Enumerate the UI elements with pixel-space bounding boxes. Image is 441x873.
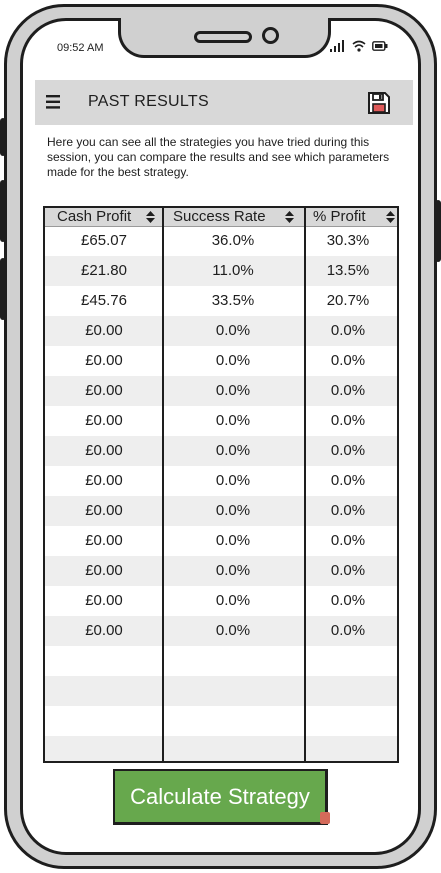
save-icon[interactable] — [367, 91, 391, 115]
success-rate-cell: 0.0% — [215, 502, 251, 519]
success-rate-cell: 11.0% — [212, 262, 254, 279]
table-row[interactable]: £0.00 0.0% 0.0% — [45, 526, 397, 556]
success-rate-cell: 0.0% — [215, 382, 251, 399]
success-rate-cell: 33.5% — [211, 292, 255, 309]
table-row[interactable]: £65.07 36.0% 30.3% — [45, 226, 397, 256]
table-row[interactable] — [45, 736, 397, 761]
cash-profit-cell: £21.80 — [81, 262, 127, 279]
column-divider — [304, 208, 306, 761]
percent-profit-cell: 20.7% — [326, 292, 370, 309]
sort-icon[interactable] — [386, 211, 395, 223]
side-button-right — [435, 200, 441, 262]
results-table: Cash Profit Success Rate % Profit £65.07… — [43, 206, 399, 763]
cash-profit-cell: £0.00 — [85, 382, 123, 399]
success-rate-cell: 0.0% — [215, 322, 251, 339]
cash-profit-cell: £0.00 — [85, 472, 123, 489]
page-description: Here you can see all the strategies you … — [47, 135, 390, 179]
status-icons — [330, 38, 388, 54]
percent-profit-cell: 0.0% — [330, 592, 366, 609]
cash-profit-cell: £65.07 — [81, 232, 127, 249]
percent-profit-cell: 0.0% — [330, 352, 366, 369]
speaker-icon — [194, 31, 252, 43]
percent-profit-cell: 0.0% — [330, 622, 366, 639]
table-row[interactable]: £0.00 0.0% 0.0% — [45, 586, 397, 616]
column-header-percent-profit[interactable]: % Profit — [313, 208, 366, 225]
page-title: PAST RESULTS — [88, 93, 209, 110]
percent-profit-cell: 0.0% — [330, 412, 366, 429]
app-header — [35, 80, 413, 125]
success-rate-cell: 0.0% — [215, 472, 251, 489]
wifi-icon — [352, 40, 366, 52]
battery-icon — [372, 41, 388, 51]
side-button-left-top — [0, 118, 6, 156]
success-rate-cell: 36.0% — [211, 232, 255, 249]
menu-icon[interactable] — [46, 95, 62, 109]
success-rate-cell: 0.0% — [215, 352, 251, 369]
cash-profit-cell: £0.00 — [85, 592, 123, 609]
table-row[interactable]: £0.00 0.0% 0.0% — [45, 316, 397, 346]
table-row[interactable]: £0.00 0.0% 0.0% — [45, 616, 397, 646]
calculate-strategy-button[interactable]: Calculate Strategy — [113, 769, 328, 825]
success-rate-cell: 0.0% — [215, 562, 251, 579]
success-rate-cell: 0.0% — [215, 592, 251, 609]
percent-profit-cell: 0.0% — [330, 472, 366, 489]
cash-profit-cell: £0.00 — [85, 502, 123, 519]
cash-profit-cell: £0.00 — [85, 322, 123, 339]
success-rate-cell: 0.0% — [215, 442, 251, 459]
cursor-marker — [320, 812, 330, 824]
table-row[interactable]: £0.00 0.0% 0.0% — [45, 496, 397, 526]
table-row[interactable]: £0.00 0.0% 0.0% — [45, 406, 397, 436]
table-row[interactable]: £0.00 0.0% 0.0% — [45, 466, 397, 496]
sort-icon[interactable] — [146, 211, 155, 223]
table-row[interactable]: £45.76 33.5% 20.7% — [45, 286, 397, 316]
success-rate-cell: 0.0% — [215, 622, 251, 639]
table-row[interactable] — [45, 676, 397, 706]
cash-profit-cell: £0.00 — [85, 622, 123, 639]
table-row[interactable]: £21.80 11.0% 13.5% — [45, 256, 397, 286]
table-row[interactable]: £0.00 0.0% 0.0% — [45, 436, 397, 466]
percent-profit-cell: 0.0% — [330, 532, 366, 549]
table-row[interactable]: £0.00 0.0% 0.0% — [45, 346, 397, 376]
percent-profit-cell: 13.5% — [326, 262, 370, 279]
column-divider — [162, 208, 164, 761]
side-button-left-mid — [0, 180, 6, 242]
success-rate-cell: 0.0% — [215, 532, 251, 549]
camera-icon — [262, 27, 279, 44]
table-row[interactable] — [45, 706, 397, 736]
percent-profit-cell: 0.0% — [330, 562, 366, 579]
signal-icon — [330, 40, 344, 52]
cash-profit-cell: £0.00 — [85, 352, 123, 369]
table-row[interactable]: £0.00 0.0% 0.0% — [45, 556, 397, 586]
percent-profit-cell: 0.0% — [330, 502, 366, 519]
side-button-left-low — [0, 258, 6, 320]
table-row[interactable]: £0.00 0.0% 0.0% — [45, 376, 397, 406]
column-header-cash-profit[interactable]: Cash Profit — [57, 208, 132, 225]
percent-profit-cell: 0.0% — [330, 322, 366, 339]
cash-profit-cell: £45.76 — [81, 292, 127, 309]
cash-profit-cell: £0.00 — [85, 442, 123, 459]
cash-profit-cell: £0.00 — [85, 562, 123, 579]
cash-profit-cell: £0.00 — [85, 412, 123, 429]
sort-icon[interactable] — [285, 211, 294, 223]
percent-profit-cell: 0.0% — [330, 442, 366, 459]
percent-profit-cell: 30.3% — [326, 232, 370, 249]
percent-profit-cell: 0.0% — [330, 382, 366, 399]
table-header: Cash Profit Success Rate % Profit — [45, 208, 397, 227]
column-header-success-rate[interactable]: Success Rate — [173, 208, 266, 225]
status-time: 09:52 AM — [57, 42, 104, 54]
table-row[interactable] — [45, 646, 397, 676]
cash-profit-cell: £0.00 — [85, 532, 123, 549]
success-rate-cell: 0.0% — [215, 412, 251, 429]
